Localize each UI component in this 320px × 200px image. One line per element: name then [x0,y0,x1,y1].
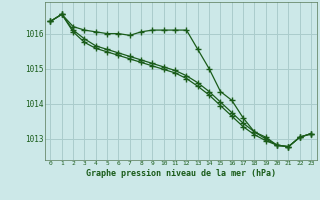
X-axis label: Graphe pression niveau de la mer (hPa): Graphe pression niveau de la mer (hPa) [86,169,276,178]
